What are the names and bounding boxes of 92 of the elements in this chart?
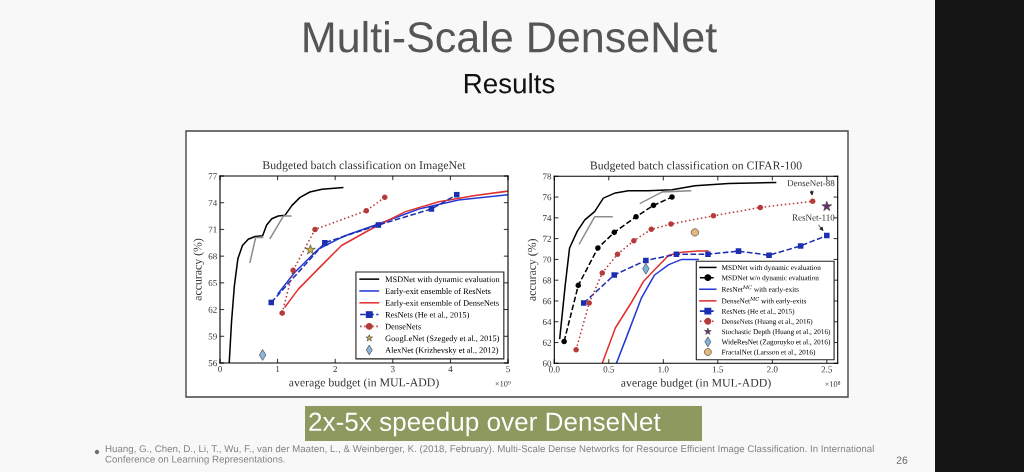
x-tick-label: 2.5	[821, 366, 833, 373]
point	[824, 232, 830, 239]
point	[312, 226, 318, 233]
text: Huang, G., Chen, D., Li, T., Wu, F., van der Maaten, L., & Weinberger, K. (2018, February). Multi-Scale Dense Networks for Resource Efficient Image Classification. In International Conference on Learning Representations.	[105, 445, 874, 465]
legend-label: DenseNets	[385, 323, 421, 330]
point	[322, 240, 328, 246]
legend-label: Early-exit ensemble of ResNets	[385, 288, 491, 296]
x-tick-label: 4	[448, 366, 453, 373]
point	[705, 251, 711, 257]
legend-label: Early-exit ensemble of DenseNets	[385, 299, 499, 308]
y-tick-label: 62	[542, 339, 552, 346]
x-tick-label: 1	[276, 366, 280, 373]
text: 2x-5x speedup over DenseNet	[309, 411, 661, 437]
point	[599, 270, 606, 276]
y-tick-label: 68	[542, 277, 552, 284]
y-tick-label: 56	[208, 360, 217, 367]
point	[797, 243, 804, 249]
point	[633, 214, 639, 220]
point	[757, 204, 764, 211]
chart-title: Budgeted batch classification on ImageNet	[262, 160, 466, 172]
y-tick-label: 66	[542, 298, 552, 305]
text: ×10⁸	[825, 381, 841, 387]
point	[580, 300, 587, 306]
point	[614, 251, 621, 257]
point	[575, 282, 582, 289]
text: ×10⁹	[495, 381, 511, 387]
y-tick-label: 59	[208, 333, 217, 340]
x-tick-label: 0.5	[603, 366, 615, 373]
point	[586, 300, 592, 306]
point	[268, 299, 275, 306]
point	[381, 194, 388, 201]
y-tick-label: 64	[542, 318, 552, 325]
point	[673, 251, 680, 257]
text: Results	[464, 73, 555, 94]
point	[648, 226, 655, 233]
y-tick-label: 76	[543, 194, 552, 201]
legend-label: MSDNet with dynamic evaluation	[385, 276, 500, 284]
x-tick-label: 2	[333, 366, 337, 373]
y-tick-label: 74	[208, 199, 218, 206]
line-series	[277, 193, 508, 295]
y-tick-label: 72	[543, 235, 552, 242]
x-tick-label: 0.0	[549, 366, 560, 373]
point	[669, 194, 675, 200]
point	[809, 198, 816, 205]
x-tick-label: 3	[390, 366, 395, 373]
line-series	[284, 190, 508, 308]
x-axis-title: average budget (in MUL-ADD)	[621, 378, 771, 390]
x-axis-title: average budget (in MUL-ADD)	[289, 378, 439, 389]
text: Multi-Scale DenseNet	[304, 20, 717, 53]
text: 26	[896, 456, 908, 464]
point	[279, 310, 285, 316]
point	[710, 213, 717, 219]
point	[453, 191, 460, 198]
legend-label: GoogLeNet (Szegedy et al., 2015)	[385, 335, 500, 343]
point	[631, 237, 637, 244]
annotation: ResNet-110	[792, 214, 835, 221]
point	[290, 267, 296, 274]
chart-title: Budgeted batch classification on CIFAR-100	[590, 161, 802, 172]
point	[611, 229, 618, 236]
point	[363, 207, 370, 214]
x-tick-label: 1.0	[658, 366, 669, 373]
point	[595, 245, 601, 251]
point	[611, 272, 618, 278]
y-tick-label: 71	[208, 226, 217, 233]
y-tick-label: 60	[542, 360, 552, 367]
point	[375, 222, 382, 228]
legend-label: ResNets (He et al., 2015)	[385, 311, 469, 320]
point	[766, 252, 772, 259]
y-tick-label: 78	[543, 173, 552, 180]
y-tick-label: 65	[208, 280, 217, 287]
y-axis-title: accuracy (%)	[193, 238, 205, 301]
point	[643, 257, 649, 264]
annotation: DenseNet-88	[787, 180, 835, 187]
point	[735, 248, 742, 254]
y-axis-title: accuracy (%)	[527, 239, 539, 301]
point	[650, 202, 657, 209]
point	[428, 206, 435, 212]
y-tick-label: 77	[208, 173, 217, 180]
x-tick-label: 5	[506, 366, 510, 373]
y-tick-label: 74	[543, 215, 552, 221]
x-tick-label: 1.5	[712, 366, 724, 373]
point	[561, 338, 567, 345]
y-tick-label: 68	[208, 253, 217, 260]
y-tick-label: 62	[208, 306, 217, 313]
point	[668, 221, 674, 227]
point	[573, 347, 579, 353]
y-tick-label: 70	[543, 256, 552, 263]
x-tick-label: 0	[218, 366, 222, 373]
legend-label: AlexNet (Krizhevsky et al., 2012)	[385, 347, 499, 355]
x-tick-label: 2.0	[767, 366, 778, 373]
line-series	[601, 250, 709, 364]
line-series	[615, 258, 699, 364]
